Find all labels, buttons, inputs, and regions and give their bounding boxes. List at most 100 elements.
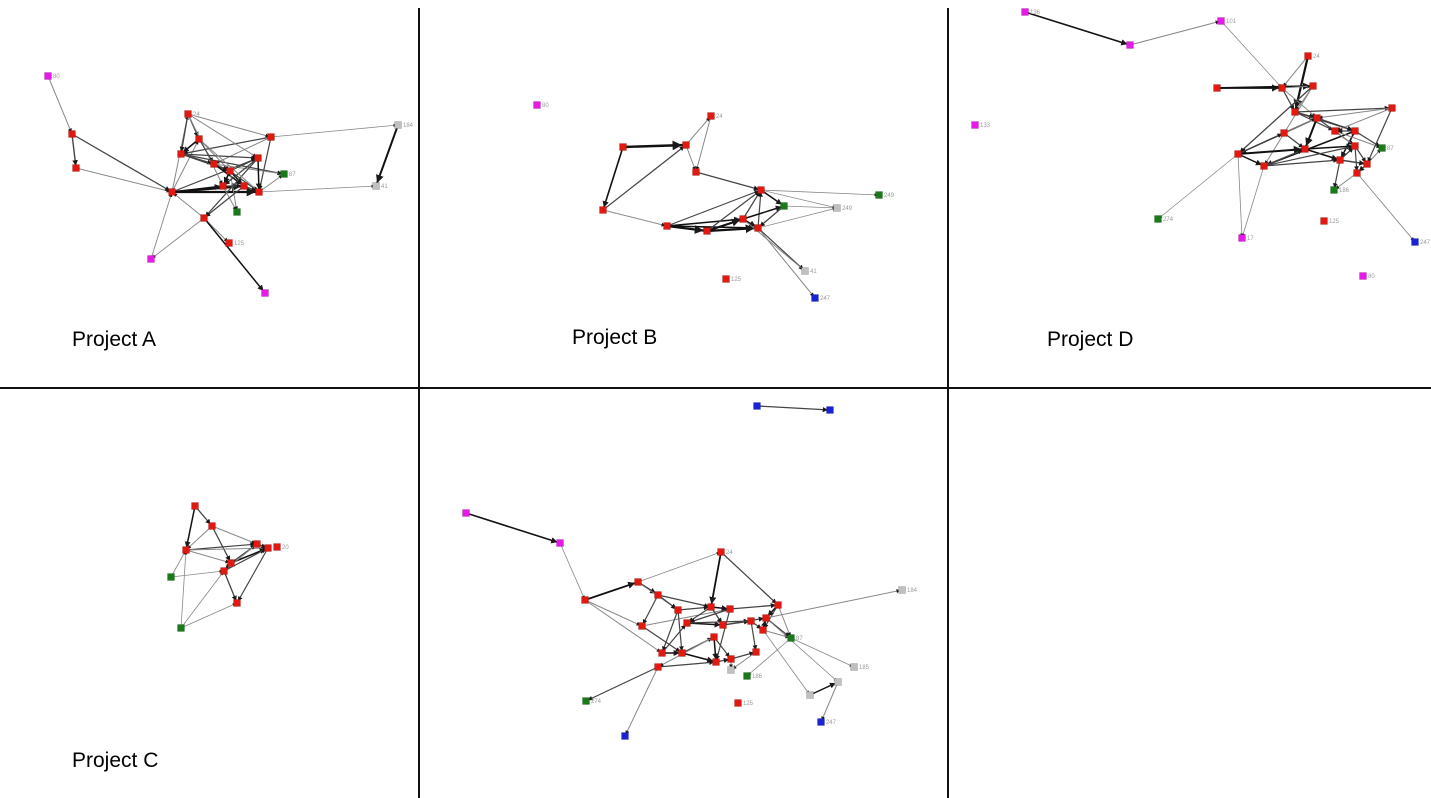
network-graph-project-c: 20 (167, 502, 289, 632)
node-e7-red (717, 548, 725, 556)
node-a10-red (226, 167, 234, 175)
edge-e8-e11 (657, 594, 712, 608)
edge-b8-b13 (760, 189, 838, 209)
edge-e5-e9 (584, 599, 643, 627)
node-e9-red (638, 622, 646, 630)
edge-d1-d2 (1024, 11, 1131, 46)
node-c6-red (220, 567, 228, 575)
node-d28-magenta (1359, 272, 1367, 280)
edge-a7-a9 (213, 136, 272, 165)
edge-e18-e26 (750, 620, 758, 653)
edge-e5-e13 (584, 599, 663, 654)
edge-e20-e32 (657, 636, 715, 668)
edge-a7-a8 (180, 136, 272, 156)
node-label-e28: 186 (752, 674, 763, 680)
node-d3-magenta (1217, 17, 1225, 25)
panel-project-d: 136 101 24 87 186 274 17 125 247 133 80 Project D (949, 0, 1431, 387)
edge-d6-d10 (1281, 87, 1318, 119)
edges-a (47, 75, 399, 294)
edge-d13-d14 (1263, 148, 1306, 167)
node-e11-red (707, 603, 715, 611)
node-b5-red (692, 168, 700, 176)
edge-e20-e24 (712, 636, 719, 663)
node-a17-red (200, 214, 208, 222)
edge-d12-d23 (1157, 153, 1239, 220)
edge-e6-e7 (637, 551, 722, 583)
node-b2-red (707, 112, 715, 120)
node-a7-red (267, 133, 275, 141)
divider-horizontal (0, 387, 1431, 389)
edge-c5-c6 (223, 543, 258, 572)
node-label-b1: 80 (542, 103, 549, 109)
edge-d9-d10 (1316, 107, 1393, 120)
network-graph-project-a: 80 24 87 125 184 41 (44, 72, 414, 297)
node-d5-red (1213, 84, 1221, 92)
edge-e10-e13 (661, 609, 679, 654)
edge-a2-a3 (71, 133, 78, 169)
edge-d13-d24 (1241, 165, 1265, 239)
edge-d10-d11 (1316, 117, 1356, 132)
edge-a10-a11 (229, 157, 259, 172)
node-b13-gray (833, 204, 841, 212)
edge-c6-c7 (223, 547, 269, 572)
nodes-e: 24 87 184 186 185 125 247 274 (462, 402, 918, 740)
node-d14-red (1301, 145, 1309, 153)
edge-a14-a15 (258, 173, 285, 193)
node-d26-blue (1411, 238, 1419, 246)
edge-d6-d8 (1281, 87, 1296, 113)
edge-d7-d12 (1237, 85, 1314, 155)
edge-a8-a10 (180, 153, 231, 172)
node-label-c9: 20 (282, 545, 289, 551)
edge-e32-e24 (657, 660, 717, 668)
edge-b3-b4 (602, 146, 624, 211)
node-e28-green (743, 672, 751, 680)
node-label-a5: 24 (193, 112, 200, 118)
edge-e4-e5 (559, 542, 586, 601)
node-b16-blue (811, 294, 819, 302)
edge-a4-a12 (171, 184, 224, 193)
node-e20-red (710, 633, 718, 641)
edge-b6-b2 (685, 115, 712, 146)
node-c7-red (264, 544, 272, 552)
edge-b12-b13 (783, 205, 838, 210)
edge-a11-a17 (203, 157, 259, 219)
node-a14-red (255, 188, 263, 196)
edge-e25-e26 (730, 651, 757, 660)
node-e14-red (683, 619, 691, 627)
edge-b7-b10 (666, 216, 744, 227)
edge-a17-a19 (150, 217, 205, 260)
edge-b4-b6 (602, 144, 687, 211)
edge-a1-a2 (47, 75, 73, 135)
edge-e17-e21 (722, 616, 767, 626)
node-label-e29: 185 (859, 665, 870, 671)
node-c8-red (233, 599, 241, 607)
node-d18-red (1280, 129, 1288, 137)
edge-a7-a21 (270, 123, 399, 138)
node-label-b14: 249 (884, 193, 895, 199)
edge-a11-a12 (222, 157, 259, 187)
edge-a5-a7 (187, 113, 272, 138)
edge-b2-b5 (695, 115, 712, 173)
edge-a2-a4 (71, 133, 173, 193)
edge-e30-e34 (820, 681, 839, 723)
edge-b3-b6 (622, 140, 687, 151)
node-d20-green (1378, 144, 1386, 152)
node-label-b17: 125 (731, 277, 742, 283)
edge-c2-c4 (211, 525, 232, 564)
edge-b11-b8 (757, 189, 763, 229)
node-a5-red (184, 110, 192, 118)
node-c2-red (208, 522, 216, 530)
node-label-d22: 186 (1339, 188, 1350, 194)
edge-e22-e28 (746, 637, 792, 677)
node-c9-red (273, 543, 281, 551)
edge-a8-a15 (180, 153, 285, 176)
node-e30-gray (834, 678, 842, 686)
node-b7-red (663, 222, 671, 230)
edge-e20-e25 (713, 636, 732, 660)
node-d8-red (1291, 108, 1299, 116)
node-e21-red (762, 614, 770, 622)
edge-a6-a14 (198, 138, 260, 193)
node-b8-red (757, 186, 765, 194)
node-d27-magenta (971, 121, 979, 129)
node-b4-red (599, 206, 607, 214)
